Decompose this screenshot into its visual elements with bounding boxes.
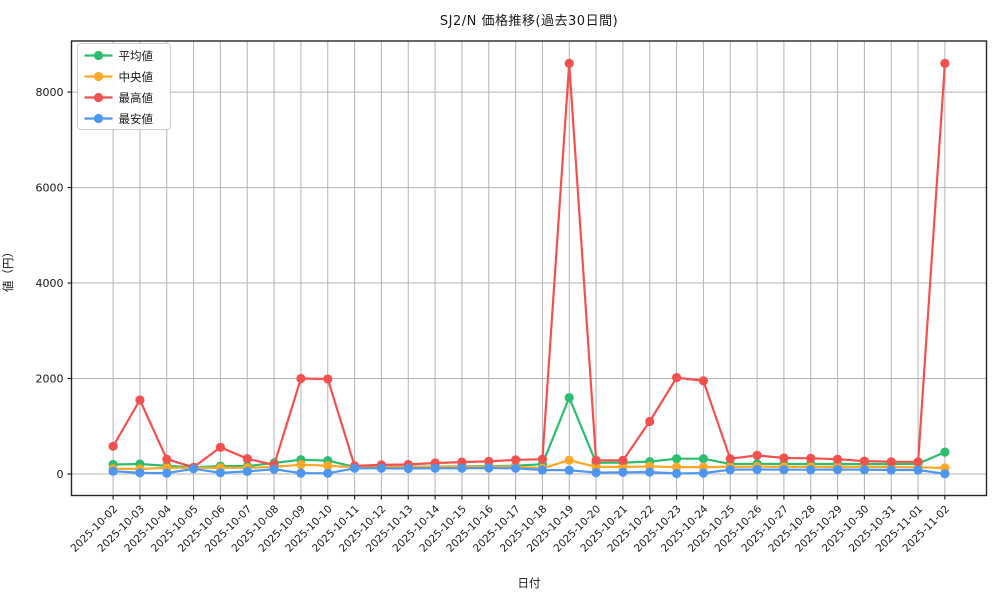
svg-text:4000: 4000 — [36, 277, 64, 290]
svg-text:6000: 6000 — [36, 182, 64, 195]
legend-item-2: 最高値 — [84, 91, 154, 105]
svg-text:最安値: 最安値 — [119, 112, 154, 126]
svg-text:8000: 8000 — [36, 86, 64, 99]
x-tick-labels: 2025-10-022025-10-032025-10-042025-10-05… — [69, 503, 952, 555]
y-axis-label: 値（円） — [1, 246, 15, 292]
svg-text:2000: 2000 — [36, 373, 64, 386]
svg-text:0: 0 — [57, 468, 64, 481]
y-tick-labels: 0 2000 4000 6000 8000 — [36, 86, 64, 481]
x-ticks — [112, 495, 946, 500]
plot-border — [70, 40, 988, 497]
svg-text:平均値: 平均値 — [119, 49, 154, 63]
svg-text:最高値: 最高値 — [119, 91, 154, 105]
series-3-line — [108, 463, 950, 479]
chart-title: SJ2/N 価格推移(過去30日間) — [439, 14, 619, 29]
y-ticks — [67, 91, 72, 475]
legend-item-3: 最安値 — [84, 112, 154, 126]
legend-item-1: 中央値 — [84, 70, 154, 84]
svg-text:中央値: 中央値 — [119, 70, 154, 84]
x-axis-label: 日付 — [517, 576, 541, 590]
legend-item-0: 平均値 — [84, 49, 154, 63]
grid — [71, 41, 987, 496]
series-2-line — [108, 58, 950, 472]
